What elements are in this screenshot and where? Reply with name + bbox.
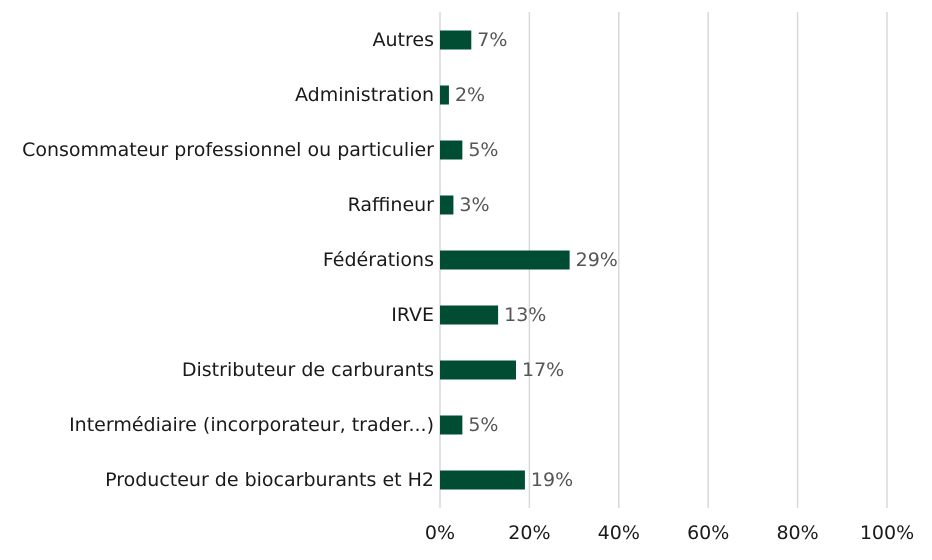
data-label: 5%: [468, 139, 498, 161]
data-label: 17%: [522, 359, 564, 381]
bar: [440, 195, 454, 215]
category-label: Autres: [373, 29, 434, 51]
data-label: 3%: [459, 194, 489, 216]
bar: [440, 85, 449, 105]
x-tick-label: 40%: [598, 522, 640, 544]
data-label: 19%: [531, 469, 573, 491]
bar: [440, 305, 499, 325]
data-label: 13%: [504, 304, 546, 326]
category-label: Raffineur: [348, 194, 435, 216]
category-label: Producteur de biocarburants et H2: [105, 469, 434, 491]
data-label: 5%: [468, 414, 498, 436]
bar: [440, 470, 525, 490]
bar-layer: [440, 30, 570, 490]
bar: [440, 360, 516, 380]
category-label: Intermédiaire (incorporateur, trader...): [69, 414, 434, 436]
category-label: Fédérations: [323, 249, 434, 271]
x-tick-label: 80%: [776, 522, 818, 544]
data-label: 7%: [477, 29, 507, 51]
bar: [440, 140, 463, 160]
x-tick-label: 20%: [508, 522, 550, 544]
x-tick-label: 60%: [687, 522, 729, 544]
bar: [440, 30, 472, 50]
label-layer: Autres 7% Administration 2% Consommateur pro…: [22, 29, 618, 491]
x-tick-label: 100%: [860, 522, 914, 544]
x-axis-ticks: 0% 20% 40% 60% 80% 100%: [425, 522, 914, 544]
bar: [440, 250, 570, 270]
category-label: Consommateur professionnel ou particulie…: [22, 139, 434, 161]
category-label: Distributeur de carburants: [182, 359, 434, 381]
category-label: IRVE: [391, 304, 434, 326]
data-label: 2%: [455, 84, 485, 106]
bar: [440, 415, 463, 435]
category-label: Administration: [295, 84, 434, 106]
data-label: 29%: [576, 249, 618, 271]
x-tick-label: 0%: [425, 522, 455, 544]
